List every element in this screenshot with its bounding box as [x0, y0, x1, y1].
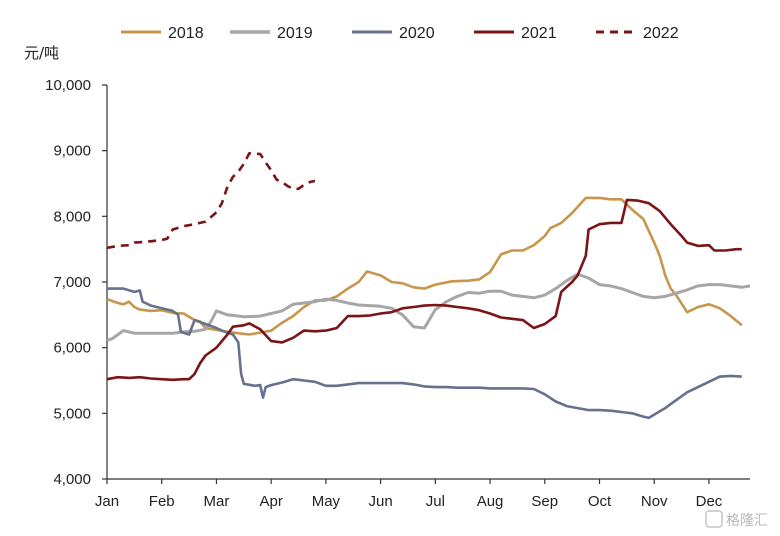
x-tick-label: Mar — [204, 493, 230, 510]
y-axis-unit: 元/吨 — [24, 44, 59, 62]
series-line-2019 — [106, 272, 751, 342]
x-tick-label: May — [312, 493, 341, 510]
legend-label-2019: 2019 — [277, 25, 313, 42]
y-tick-label: 8,000 — [53, 208, 91, 225]
watermark-text: 格隆汇 — [726, 513, 768, 529]
legend-label-2018: 2018 — [168, 25, 204, 42]
x-tick-label: Apr — [259, 493, 282, 510]
y-axis: 4,000 5,000 6,000 7,000 8,000 9,000 10,000 — [45, 77, 108, 488]
y-tick-label: 9,000 — [53, 143, 91, 160]
legend-label-2021: 2021 — [521, 25, 557, 42]
x-tick-label: Aug — [477, 493, 504, 510]
watermark: 格隆汇 — [705, 510, 768, 529]
series-line-2020 — [107, 287, 742, 420]
y-tick-label: 7,000 — [53, 274, 91, 291]
x-tick-label: Jul — [426, 493, 445, 510]
y-tick-label: 6,000 — [53, 340, 91, 357]
x-tick-label: Feb — [149, 493, 175, 510]
legend-label-2022: 2022 — [643, 25, 679, 42]
x-tick-label: Sep — [531, 493, 558, 510]
watermark-logo-icon — [705, 510, 723, 528]
series-line-2022 — [106, 152, 316, 250]
legend-label-2020: 2020 — [399, 25, 435, 42]
x-tick-label: Jan — [95, 493, 119, 510]
x-axis: Jan Feb Mar Apr May Jun Jul Aug Sep Oct Nov Dec — [95, 478, 750, 510]
x-tick-label: Nov — [641, 493, 668, 510]
x-tick-label: Oct — [588, 493, 612, 510]
y-tick-label: 5,000 — [53, 405, 91, 422]
y-tick-label: 4,000 — [53, 471, 91, 488]
series-line-2018 — [106, 196, 743, 336]
x-tick-label: Dec — [696, 493, 723, 510]
plot-area — [106, 152, 751, 420]
series-line-2021 — [106, 198, 742, 382]
x-tick-label: Jun — [369, 493, 393, 510]
legend: 2018 2019 2020 2021 2022 — [121, 25, 679, 42]
y-tick-label: 10,000 — [45, 77, 91, 94]
